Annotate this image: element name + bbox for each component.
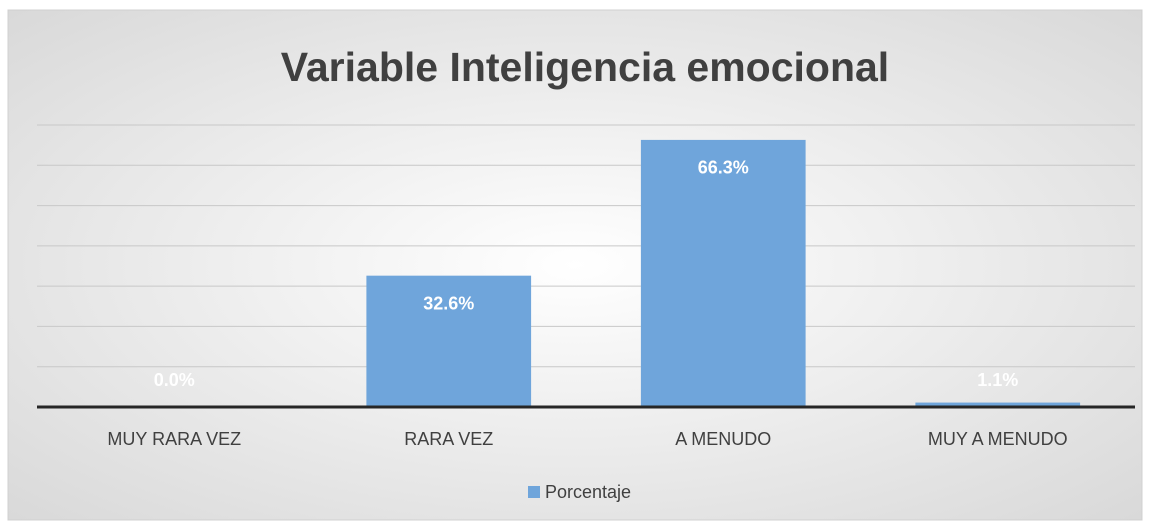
data-label: 1.1%: [977, 370, 1018, 390]
x-tick-label: MUY A MENUDO: [928, 429, 1068, 449]
x-tick-label: A MENUDO: [675, 429, 771, 449]
chart-background: [7, 9, 1143, 521]
legend-swatch: [528, 486, 540, 498]
bar: [640, 139, 806, 408]
data-label: 32.6%: [423, 293, 474, 313]
x-tick-label: MUY RARA VEZ: [107, 429, 241, 449]
data-label: 66.3%: [698, 158, 749, 178]
x-tick-label: RARA VEZ: [404, 429, 493, 449]
chart-title: Variable Inteligencia emocional: [281, 44, 889, 90]
bar: [915, 402, 1081, 407]
data-label: 0.0%: [154, 370, 195, 390]
bar: [366, 275, 532, 407]
legend-label: Porcentaje: [545, 482, 631, 502]
